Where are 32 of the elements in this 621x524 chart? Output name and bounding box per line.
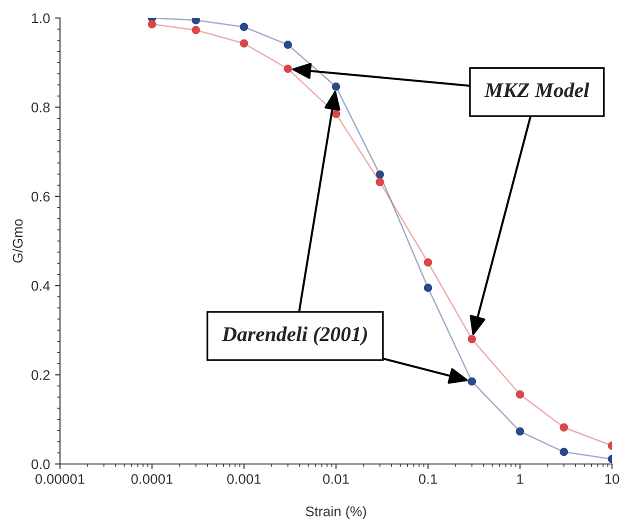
y-tick-label: 0.2: [32, 370, 50, 380]
x-tick-label: 0.00001: [35, 474, 84, 484]
point: [332, 82, 340, 91]
text: Darendeli (2001): [222, 326, 368, 346]
point: [376, 178, 384, 186]
y-axis-title: G/Gmo: [12, 219, 23, 263]
x-axis-title: Strain (%): [306, 506, 366, 520]
x-tick-label: 0.01: [323, 474, 349, 484]
point: [240, 39, 248, 48]
point: [332, 110, 340, 118]
point: [148, 20, 156, 28]
y-tick-label: 0.4: [32, 280, 50, 291]
text: MKZ Model: [484, 82, 590, 98]
y-tick-label: 1.0: [32, 13, 50, 24]
y-tick-label: 0.6: [32, 192, 50, 202]
point: [560, 423, 568, 432]
x-tick-label: 0.1: [418, 474, 437, 484]
y-tick-label: 0.8: [32, 102, 50, 112]
point: [468, 377, 476, 386]
point: [376, 170, 384, 179]
y-tick-label: 0.0: [32, 459, 50, 470]
x-tick-label: 1: [517, 474, 524, 484]
point: [284, 64, 292, 74]
point: [468, 334, 476, 344]
point: [240, 22, 248, 32]
point: [424, 258, 432, 267]
x-tick-label: 0.001: [227, 474, 261, 484]
point: [424, 284, 432, 292]
x-tick-label: 0.0001: [131, 474, 173, 484]
point: [560, 448, 568, 456]
x-tick-label: 10: [605, 474, 620, 484]
point: [284, 40, 292, 49]
